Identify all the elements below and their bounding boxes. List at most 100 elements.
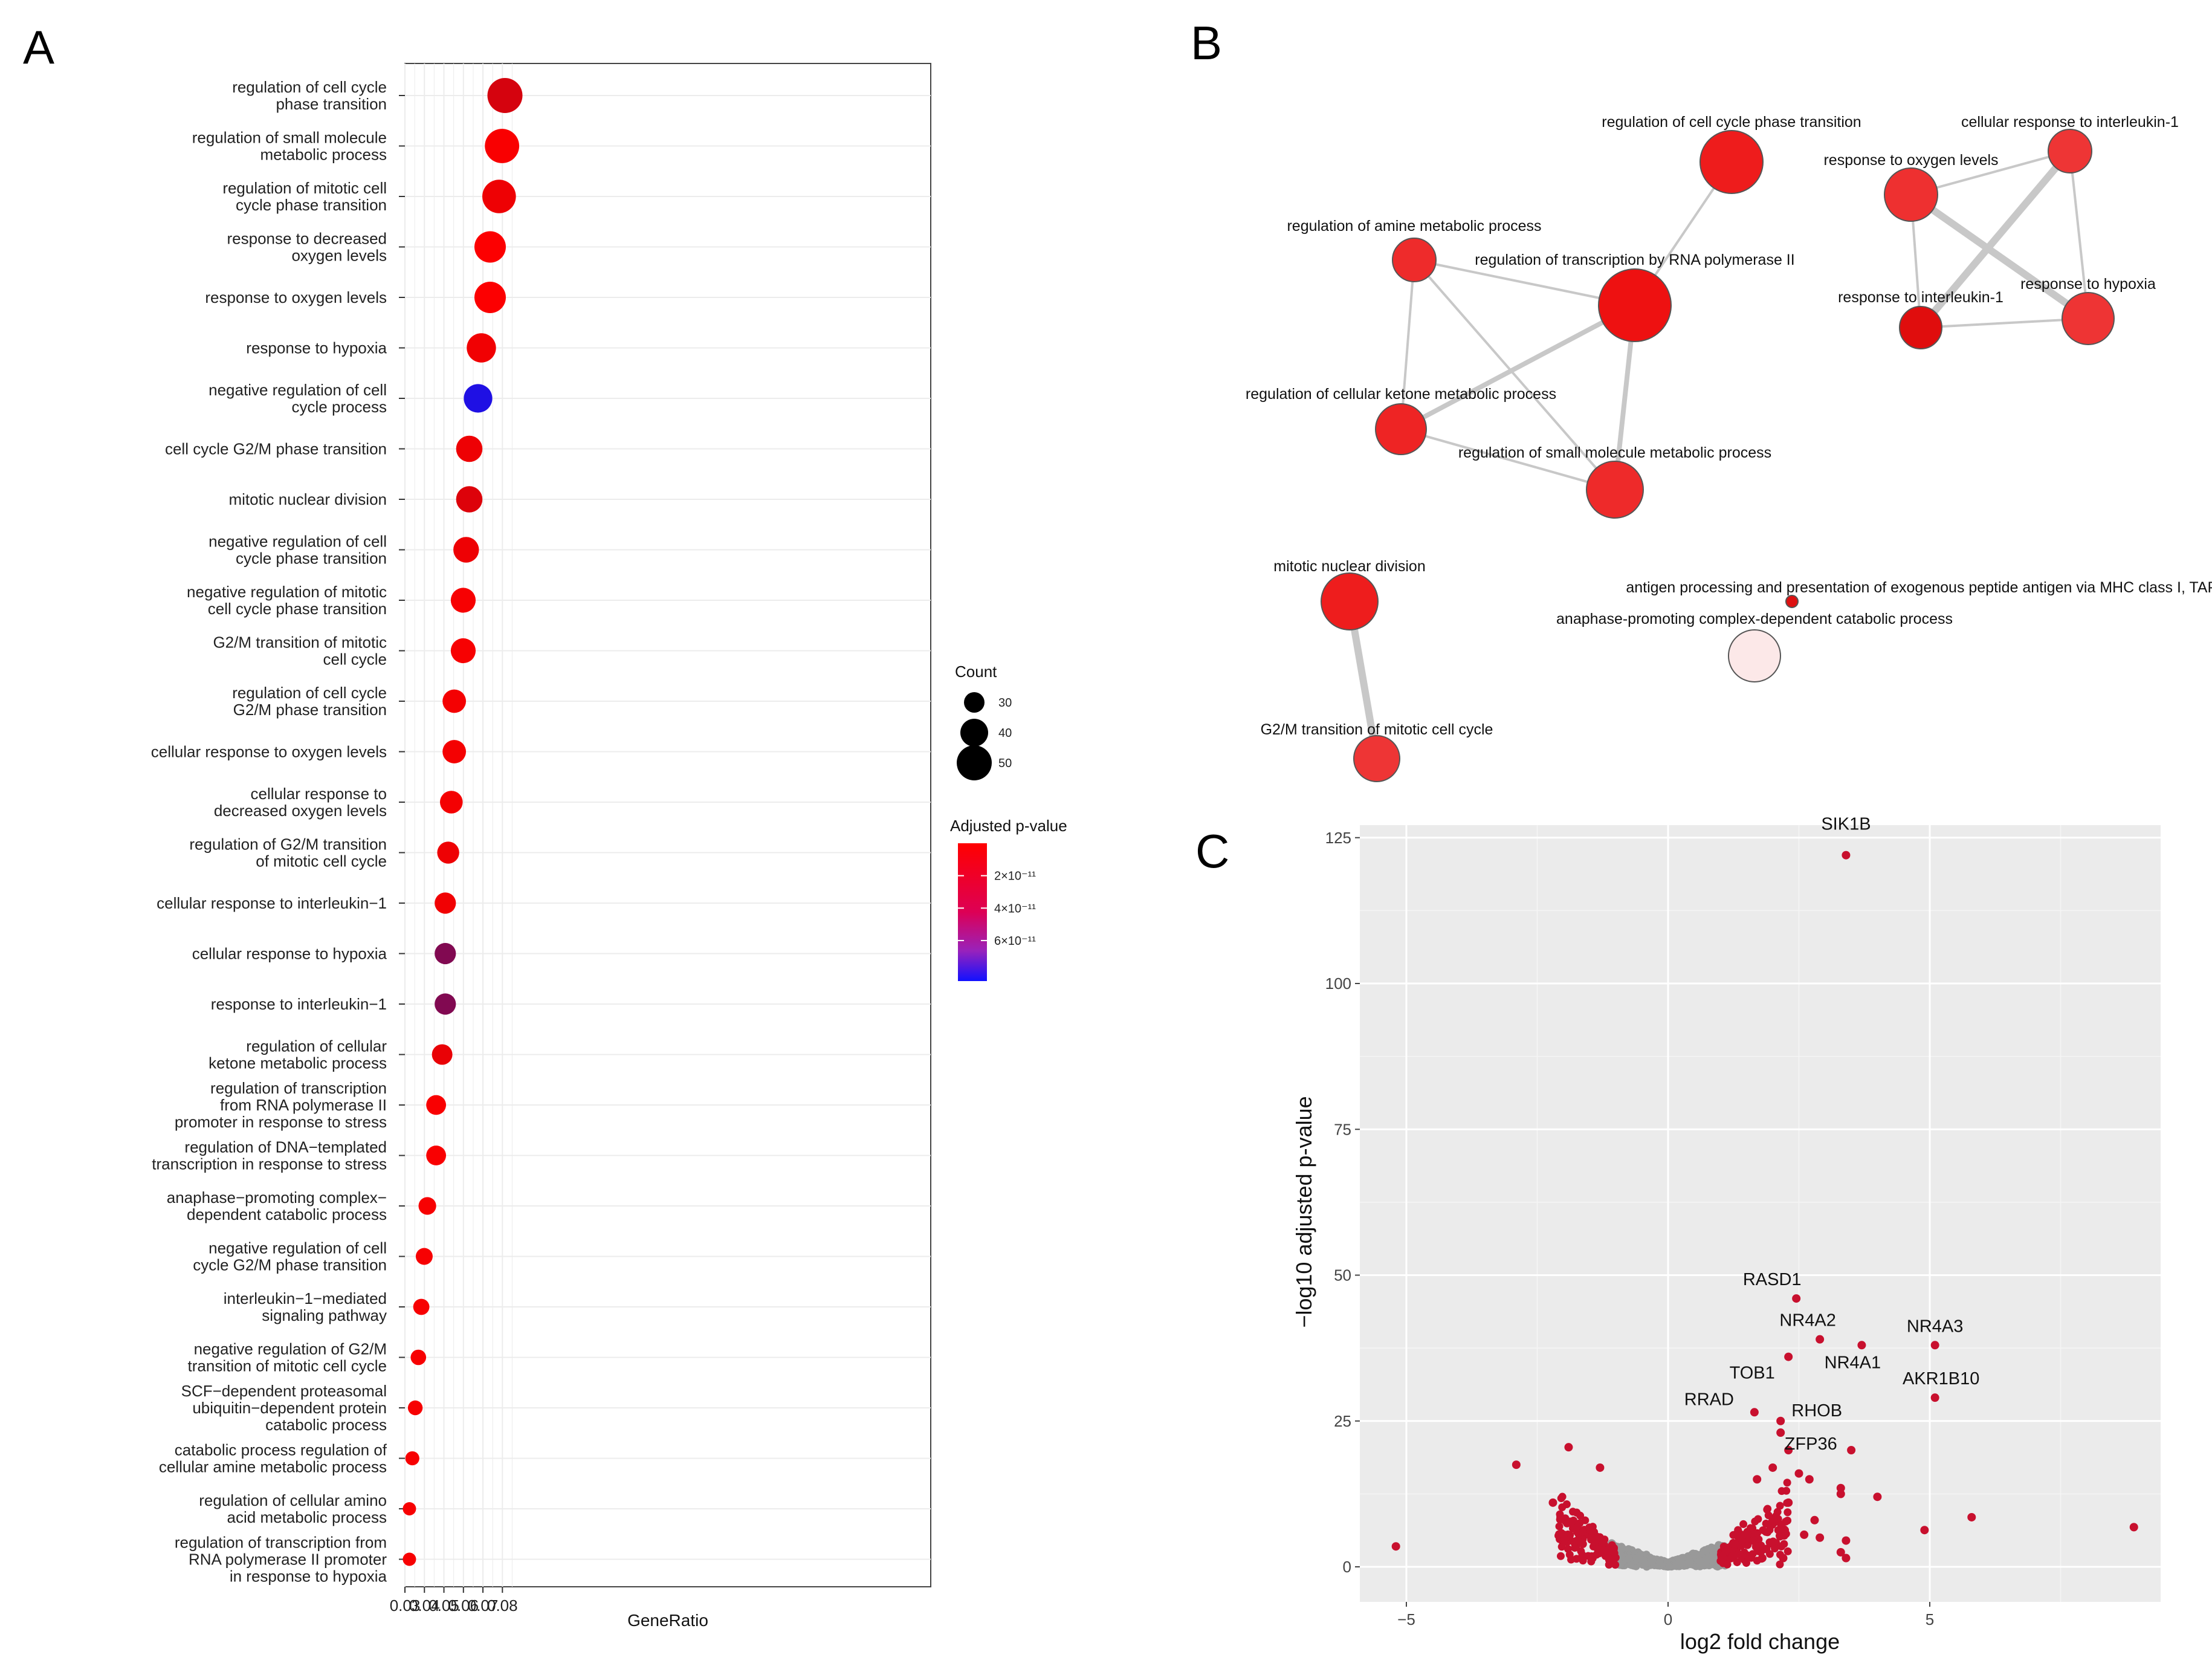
volcano-point (1632, 1554, 1641, 1563)
volcano-point (1758, 1554, 1767, 1563)
volcano-point (1665, 1562, 1674, 1570)
gene-label: NR4A2 (1779, 1311, 1836, 1330)
dot-point (464, 384, 493, 413)
dot-point (432, 1044, 453, 1065)
volcano-x-tick-label: 5 (1926, 1610, 1934, 1628)
volcano-point (1784, 1508, 1792, 1517)
volcano-point (1588, 1534, 1596, 1542)
category-label: negative regulation of mitotic (187, 583, 387, 601)
dot-point (450, 588, 476, 613)
category-label: regulation of mitotic cell (222, 179, 387, 197)
category-label: negative regulation of cell (209, 381, 387, 399)
dot-point (442, 740, 467, 763)
volcano-grid (1360, 825, 2161, 1602)
volcano-point (1777, 1520, 1785, 1529)
category-label: regulation of small molecule (192, 129, 387, 147)
category-label: from RNA polymerase II (220, 1096, 387, 1114)
volcano-point (1776, 1502, 1784, 1510)
dot-point (450, 638, 476, 664)
volcano-point (1560, 1535, 1569, 1544)
category-label: cellular response to (251, 785, 387, 803)
gene-point (1776, 1416, 1785, 1425)
category-label: cycle phase transition (236, 196, 387, 214)
volcano-point (1691, 1550, 1699, 1558)
gene-point (1930, 1341, 1939, 1350)
volcano-point (1842, 1554, 1851, 1563)
category-label: G2/M transition of mitotic (213, 633, 387, 652)
network-edge (2069, 151, 2089, 319)
network-node (1598, 268, 1672, 342)
category-label: cycle phase transition (236, 549, 387, 568)
volcano-point (1739, 1520, 1748, 1528)
network-node-label: mitotic nuclear division (1273, 558, 1426, 575)
dot-point (474, 231, 506, 263)
count-legend-label: 30 (998, 696, 1012, 710)
category-label: signaling pathway (262, 1306, 387, 1324)
volcano-point (1605, 1554, 1613, 1562)
volcano-point (1753, 1475, 1762, 1484)
volcano-point (1571, 1544, 1579, 1552)
volcano-point (1783, 1479, 1791, 1487)
dot-point (403, 1502, 416, 1515)
category-label: negative regulation of cell (209, 533, 387, 551)
volcano-point (1836, 1489, 1845, 1499)
network-node-label: regulation of transcription by RNA polym… (1475, 251, 1794, 268)
network-node-label: anaphase-promoting complex-dependent cat… (1556, 611, 1953, 627)
dot-point (426, 1145, 447, 1165)
dotplot-points (403, 78, 523, 1566)
network-node-label: cellular response to interleukin-1 (1961, 114, 2179, 131)
network-node-label: response to hypoxia (2020, 276, 2156, 293)
panel-letter-a: A (23, 21, 54, 74)
dot-point (487, 78, 523, 113)
category-label: cycle G2/M phase transition (193, 1256, 387, 1274)
category-label: transition of mitotic cell cycle (188, 1357, 387, 1375)
dot-point (485, 129, 520, 163)
network-edge (1400, 259, 1415, 430)
volcano-point (1729, 1552, 1737, 1560)
gene-label: SIK1B (1821, 815, 1871, 834)
category-label: dependent catabolic process (187, 1205, 387, 1223)
volcano-point (1780, 1540, 1788, 1548)
category-label: cycle process (292, 398, 387, 416)
category-label: response to oxygen levels (205, 288, 387, 306)
category-label: SCF−dependent proteasomal (181, 1382, 387, 1400)
dot-point (418, 1197, 436, 1215)
panel-letter-b: B (1191, 16, 1222, 70)
volcano-point (1564, 1443, 1573, 1452)
category-label: regulation of transcription from (175, 1534, 387, 1552)
count-legend-label: 50 (998, 757, 1012, 770)
volcano-point (1920, 1526, 1929, 1535)
volcano-point (1744, 1552, 1753, 1560)
dot-point (435, 892, 456, 914)
volcano-point (1754, 1515, 1762, 1523)
volcano-point (1548, 1498, 1557, 1507)
category-label: mitotic nuclear division (228, 490, 387, 508)
padj-tick-label: 4×10⁻¹¹ (994, 902, 1036, 915)
count-legend-title: Count (955, 663, 997, 681)
volcano-point (1605, 1561, 1613, 1569)
volcano-point (1709, 1554, 1717, 1562)
volcano-point (1782, 1529, 1790, 1538)
volcano-x-tick-label: 0 (1664, 1610, 1672, 1628)
category-label: response to interleukin−1 (211, 995, 387, 1013)
dot-point (415, 1248, 433, 1265)
volcano-point (1721, 1547, 1730, 1556)
dot-point (456, 486, 483, 513)
volcano-point (1744, 1530, 1752, 1538)
volcano-point (1596, 1463, 1605, 1472)
volcano-point (1738, 1536, 1747, 1544)
network-node-label: regulation of small molecule metabolic p… (1458, 444, 1771, 461)
volcano-point (1556, 1513, 1565, 1521)
volcano-point (1569, 1508, 1577, 1516)
category-label: RNA polymerase II promoter (189, 1550, 387, 1569)
gene-point (1857, 1341, 1866, 1350)
x-tick-label: 0.07 (468, 1596, 499, 1615)
volcano-point (1816, 1533, 1825, 1542)
volcano-point (1752, 1541, 1761, 1550)
network-labels: regulation of cell cycle phase transitio… (1246, 114, 2212, 738)
dot-point (482, 180, 516, 213)
category-label: catabolic process regulation of (175, 1441, 387, 1459)
dot-point (437, 841, 459, 864)
network-node (1321, 572, 1379, 630)
